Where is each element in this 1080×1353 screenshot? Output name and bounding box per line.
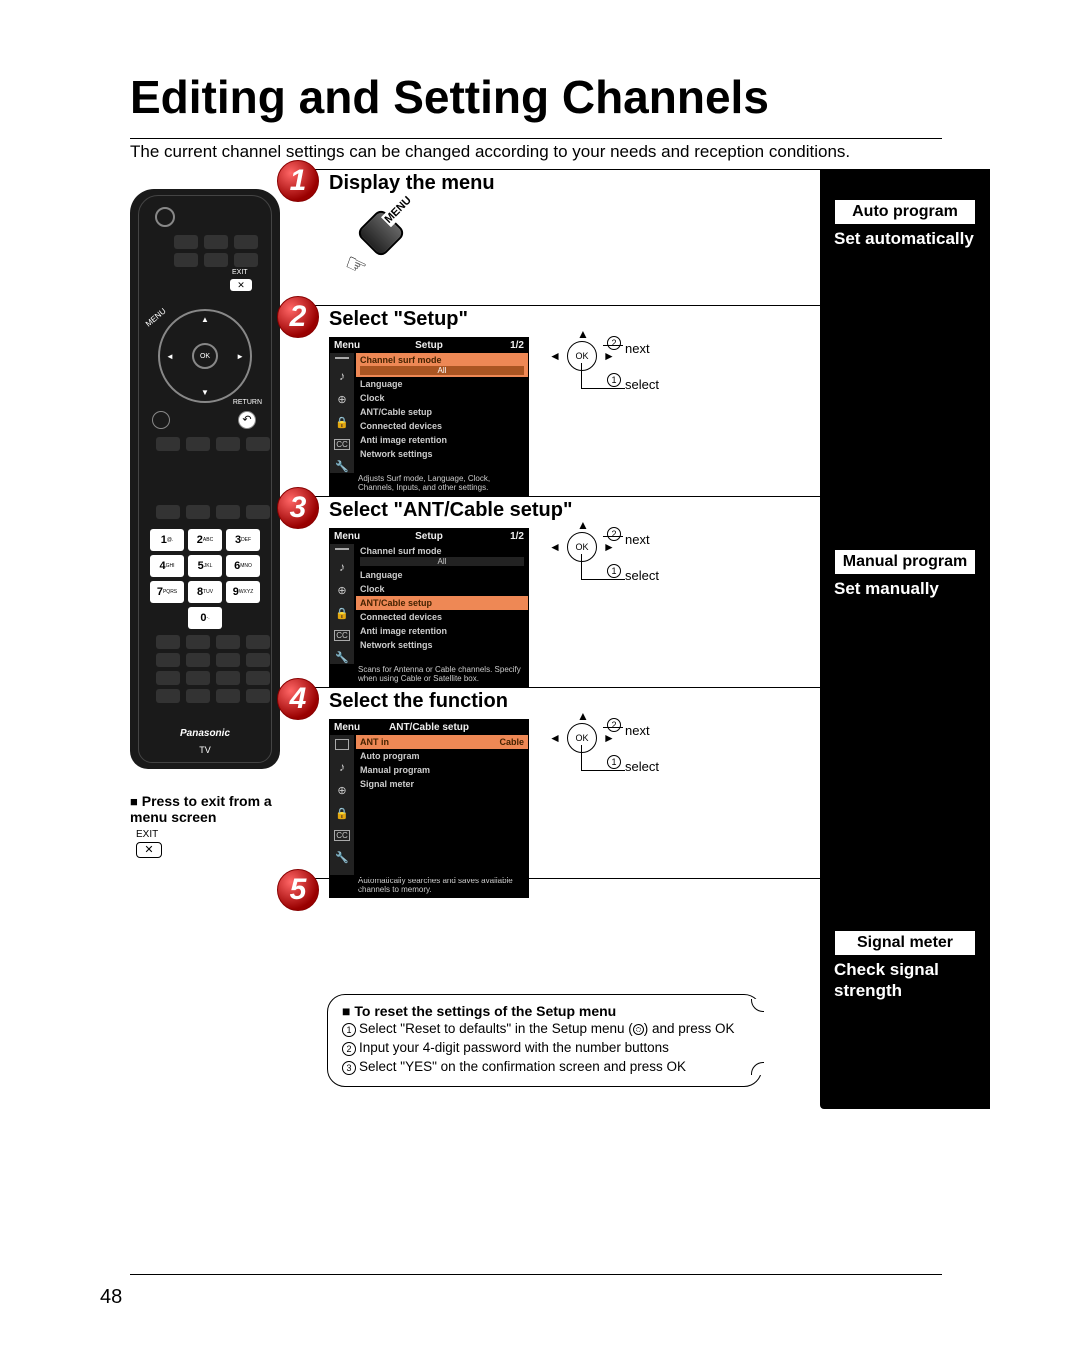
nav-diagram-4: ▲ ◄ OK ► 2next 1select xyxy=(549,723,719,753)
remote-exit-button: ✕ xyxy=(230,279,252,291)
gear-icon xyxy=(633,1024,644,1035)
step-title-3: Select "ANT/Cable setup" xyxy=(329,497,860,522)
step-number-5: 5 xyxy=(277,869,319,911)
page-number: 48 xyxy=(100,1286,122,1309)
sidebar-auto-program: Auto program Set automatically xyxy=(834,199,976,249)
step-4: 4 Select the function MenuANT/Cable setu… xyxy=(285,687,860,878)
remote-menu-label: MENU xyxy=(144,307,168,329)
nav-diagram-2: ▲ ◄ OK ► 2next 1select xyxy=(549,341,719,371)
bottom-divider xyxy=(130,1274,942,1275)
remote-ok-button: OK xyxy=(192,343,218,369)
step-2: 2 Select "Setup" MenuSetup1/2 ♪⊕🔒CC🔧 Cha… xyxy=(285,305,860,496)
step-title-2: Select "Setup" xyxy=(329,306,860,331)
step-number-1: 1 xyxy=(277,160,319,202)
reset-note: ■ To reset the settings of the Setup men… xyxy=(327,994,762,1087)
step-1: 1 Display the menu MENU ☞ xyxy=(285,169,860,305)
remote-tv-label: TV xyxy=(130,745,280,755)
remote-exit-label: EXIT xyxy=(232,269,248,276)
menu-screenshot-3: MenuSetup1/2 ♪⊕🔒CC🔧 Channel surf modeAll… xyxy=(329,528,529,687)
power-icon xyxy=(155,207,175,227)
menu-button-diagram: MENU ☞ xyxy=(349,201,413,265)
divider xyxy=(130,138,942,139)
menu-screenshot-4: MenuANT/Cable setup ♪⊕🔒CC🔧 ANT inCable A… xyxy=(329,719,529,898)
step-title-4: Select the function xyxy=(329,688,860,713)
remote-illustration: EXIT ✕ MENU ▲ ▼ ◄ ► OK RETURN ↶ 1@.2ABC3… xyxy=(130,189,280,769)
menu-screenshot-2: MenuSetup1/2 ♪⊕🔒CC🔧 Channel surf modeAll… xyxy=(329,337,529,496)
remote-return-label: RETURN xyxy=(233,399,262,406)
intro-text: The current channel settings can be chan… xyxy=(130,141,990,163)
page-title: Editing and Setting Channels xyxy=(130,70,990,124)
nav-diagram-3: ▲ ◄ OK ► 2next 1select xyxy=(549,532,719,562)
remote-dpad: ▲ ▼ ◄ ► OK xyxy=(158,309,252,403)
step-number-4: 4 xyxy=(277,678,319,720)
step-5: 5 Set xyxy=(285,878,860,994)
step-number-2: 2 xyxy=(277,296,319,338)
remote-aux-button xyxy=(152,411,170,429)
step-3: 3 Select "ANT/Cable setup" MenuSetup1/2 … xyxy=(285,496,860,687)
remote-keypad: 1@.2ABC3DEF 4GHI5JKL6MNO 7PQRS8TUV9WXYZ … xyxy=(150,529,260,633)
sidebar-manual-program: Manual program Set manually xyxy=(834,549,976,599)
remote-return-button: ↶ xyxy=(238,411,256,429)
remote-brand: Panasonic xyxy=(130,728,280,739)
step-number-3: 3 xyxy=(277,487,319,529)
exit-note: ■ Press to exit from a menu screen EXIT … xyxy=(130,793,300,858)
sidebar: Auto program Set automatically Manual pr… xyxy=(820,169,990,1109)
step-title-5: Set xyxy=(329,879,860,904)
sidebar-signal-meter: Signal meter Check signal strength xyxy=(834,930,976,1002)
step-title-1: Display the menu xyxy=(329,170,860,195)
